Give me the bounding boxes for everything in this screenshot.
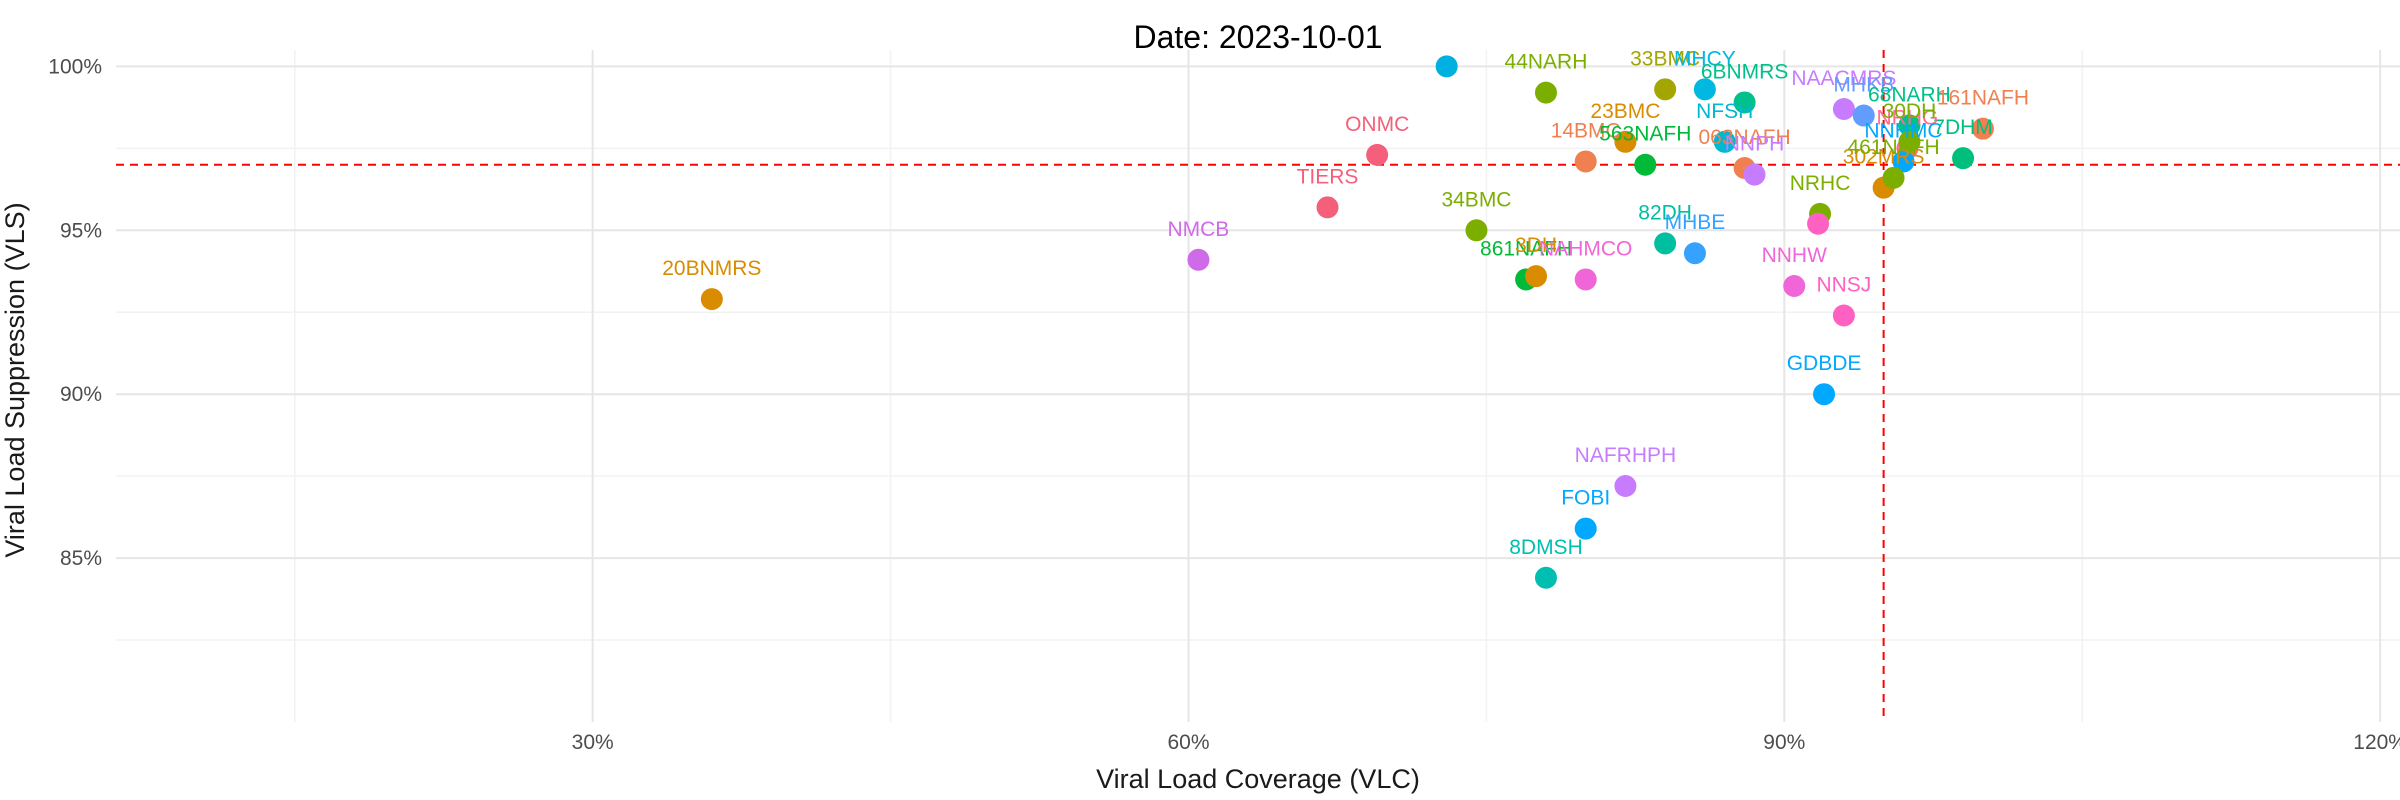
data-point [1435,55,1458,78]
point-label: FOBI [1561,487,1610,510]
data-point [1654,78,1677,101]
data-point [1952,147,1975,170]
y-tick-label: 90% [60,383,102,406]
data-point [1634,153,1657,176]
point-label: NRHG [1877,106,1939,129]
point-label: 563NAFH [1599,123,1691,146]
point-label: 44NARH [1505,51,1588,74]
point-label: NAHMCO [1539,237,1632,260]
data-point [1832,304,1855,327]
data-point [1898,130,1921,153]
point-label: 3DH [1515,234,1557,257]
data-point [1852,104,1875,127]
point-label: 8DMSH [1509,536,1583,559]
point-label: 6BNMRS [1701,60,1789,83]
data-point [1614,130,1637,153]
point-label: 34BMC [1441,188,1511,211]
point-label: 861NAFH [1480,237,1572,260]
data-point [1713,130,1736,153]
data-point [1187,248,1210,271]
x-tick-label: 30% [572,731,614,754]
point-label: NMCB [1167,218,1229,241]
data-point [1316,196,1339,219]
data-point [1892,150,1915,173]
x-tick-label: 90% [1763,731,1805,754]
point-label: 82DH [1638,201,1692,224]
data-point [1733,91,1756,114]
point-label: 68NARH [1868,83,1951,106]
point-label: MHBE [1665,211,1726,234]
x-axis-ticks: 30% 60% 90% 120% [572,731,2400,754]
data-point [1654,232,1677,255]
y-tick-label: 95% [60,219,102,242]
point-label: 302MRS [1843,146,1925,169]
data-point [1743,163,1766,186]
y-tick-label: 85% [60,547,102,570]
data-point [1882,166,1905,189]
point-label: 30DH [1883,100,1937,123]
point-label: 14BMC [1551,119,1621,142]
y-axis-title: Viral Load Suppression (VLS) [0,202,30,557]
data-point [1813,383,1836,406]
point-label: 23BMC [1590,100,1660,123]
data-point [1525,265,1548,288]
data-points [700,55,1994,589]
data-point [1898,114,1921,137]
grid-lines [116,50,2400,722]
point-label: NRHC [1790,172,1851,195]
data-point [1465,219,1488,242]
point-label: 461NAFH [1847,136,1939,159]
point-label: NNSJ [1816,274,1871,297]
point-label: NNPH [1725,133,1785,156]
point-label: TIERS [1297,165,1359,188]
x-tick-label: 120% [2353,731,2400,754]
data-point [1574,150,1597,173]
data-point [1534,81,1557,104]
point-label: GDBDE [1787,352,1862,375]
point-label: 20BNMRS [662,257,761,280]
point-labels: 20BNMRS NMCB TIERS ONMC 44NARH 34BMC 861NAFH3D… [662,47,2029,558]
point-label: NAACMRS [1791,67,1896,90]
data-point [1574,517,1597,540]
data-point [1683,242,1706,265]
point-label: NFSH [1696,100,1753,123]
point-label: NNHW [1762,244,1827,267]
point-label: 161NAFH [1937,87,2029,110]
data-point [1693,78,1716,101]
x-tick-label: 60% [1167,731,1209,754]
point-label: NAFRHPH [1575,444,1677,467]
x-axis-title: Viral Load Coverage (VLC) [1096,764,1420,794]
point-label: MHKB [1833,74,1894,97]
data-point [1614,474,1637,497]
data-point [1366,143,1389,166]
point-label: 33BMC [1630,47,1700,70]
y-axis-ticks: 85% 90% 95% 100% [48,55,102,570]
y-tick-label: 100% [48,55,102,78]
point-label: NNHMC [1864,119,1942,142]
point-label: 063NAFH [1698,126,1790,149]
data-point [700,288,723,311]
data-point [1574,268,1597,291]
data-point [1783,275,1806,298]
reference-lines [116,50,2400,722]
data-point [1807,212,1830,235]
data-point [1971,117,1994,140]
point-label: ONMC [1345,113,1409,136]
point-label: MHCY [1674,47,1736,70]
chart-title: Date: 2023-10-01 [1133,19,1382,55]
data-point [1832,98,1855,121]
data-point [1534,566,1557,589]
point-label: 7DHM [1933,116,1993,139]
